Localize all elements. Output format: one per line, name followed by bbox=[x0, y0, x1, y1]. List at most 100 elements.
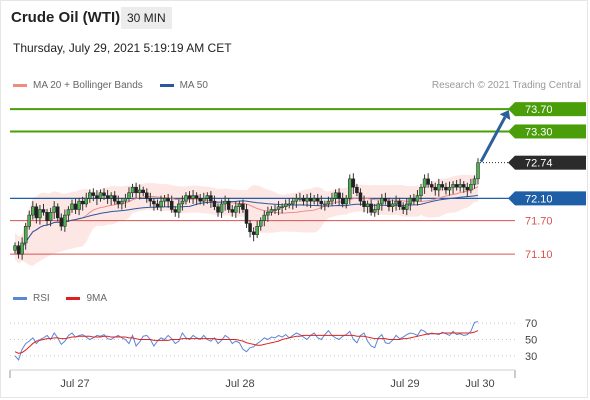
candle bbox=[244, 209, 249, 224]
candle bbox=[148, 198, 153, 202]
candle bbox=[112, 195, 117, 202]
ma20-swatch bbox=[13, 83, 27, 87]
interval-button[interactable]: 30 MIN bbox=[121, 7, 172, 29]
candle bbox=[340, 198, 345, 205]
candle bbox=[451, 184, 455, 188]
candle bbox=[116, 200, 121, 205]
level-box-pivot bbox=[515, 191, 586, 206]
candle bbox=[52, 206, 56, 213]
rsi-line bbox=[14, 321, 479, 361]
candle bbox=[102, 192, 106, 196]
candle bbox=[326, 200, 331, 205]
candle bbox=[88, 192, 92, 199]
candle bbox=[237, 203, 242, 207]
candle bbox=[141, 189, 145, 194]
candle bbox=[390, 203, 395, 207]
candle bbox=[127, 192, 131, 199]
level-box-tip bbox=[508, 124, 515, 139]
candle bbox=[298, 198, 302, 200]
candle bbox=[444, 186, 448, 191]
candle bbox=[109, 195, 113, 199]
candle bbox=[333, 192, 338, 199]
candle bbox=[27, 214, 31, 227]
candle bbox=[248, 223, 252, 233]
candle bbox=[312, 198, 316, 202]
candle bbox=[251, 231, 256, 235]
candle bbox=[462, 184, 466, 188]
candle bbox=[209, 195, 213, 202]
copyright-text: Research © 2021 Trading Central bbox=[431, 80, 581, 91]
candle bbox=[48, 212, 53, 221]
candle bbox=[426, 178, 430, 185]
candle bbox=[287, 203, 291, 206]
x-tick-label: Jul 28 bbox=[225, 378, 254, 390]
candle bbox=[323, 203, 327, 206]
candle bbox=[476, 162, 480, 180]
candle bbox=[372, 209, 377, 213]
candle bbox=[95, 195, 99, 199]
candle bbox=[362, 200, 366, 207]
candle bbox=[273, 209, 277, 211]
candles bbox=[13, 158, 480, 260]
candle bbox=[66, 209, 71, 216]
ma50-swatch bbox=[159, 83, 174, 87]
candle bbox=[166, 198, 170, 202]
level-label: 73.70 bbox=[525, 104, 553, 116]
candle bbox=[105, 195, 110, 199]
candle bbox=[255, 225, 259, 235]
rsi-swatch bbox=[13, 296, 27, 300]
level-box-tip bbox=[508, 191, 515, 206]
legend-rsi: RSI bbox=[13, 293, 50, 304]
candle bbox=[226, 200, 231, 210]
candle bbox=[344, 198, 348, 205]
x-tick-label: Jul 29 bbox=[390, 378, 419, 390]
candle bbox=[369, 203, 373, 213]
candle bbox=[198, 198, 202, 202]
candle bbox=[308, 198, 313, 202]
candle bbox=[294, 198, 299, 202]
candle bbox=[401, 206, 405, 210]
candle bbox=[380, 198, 384, 205]
candle bbox=[173, 209, 178, 213]
candle bbox=[202, 198, 206, 202]
candle bbox=[223, 200, 227, 205]
candle bbox=[80, 200, 85, 205]
legend-rsi-ma-label: 9MA bbox=[86, 293, 108, 304]
level-label: 72.10 bbox=[525, 193, 553, 205]
level-box-resistance bbox=[515, 102, 586, 117]
level-box-tip bbox=[508, 155, 515, 170]
candle bbox=[23, 225, 28, 244]
candle bbox=[120, 200, 124, 205]
candle bbox=[276, 206, 281, 210]
candle bbox=[187, 195, 192, 199]
candle bbox=[469, 184, 473, 191]
candle bbox=[73, 203, 78, 210]
candle bbox=[465, 186, 470, 191]
candle bbox=[77, 200, 81, 210]
candle bbox=[194, 195, 199, 199]
candle bbox=[55, 206, 60, 219]
candle bbox=[376, 203, 381, 210]
candle bbox=[454, 184, 459, 188]
legend-rsi-ma: 9MA bbox=[66, 293, 107, 304]
candle bbox=[31, 206, 35, 216]
price-legend: MA 20 + Bollinger Bands MA 50 bbox=[13, 80, 222, 91]
level-label: 71.70 bbox=[525, 216, 553, 228]
candle bbox=[422, 178, 427, 188]
candle bbox=[155, 203, 160, 207]
candle bbox=[41, 209, 46, 213]
candle bbox=[330, 198, 334, 202]
candle bbox=[180, 200, 185, 205]
level-label: 72.74 bbox=[525, 158, 553, 170]
legend-ma50: MA 50 bbox=[159, 80, 208, 91]
candle bbox=[433, 186, 438, 191]
candle bbox=[152, 200, 156, 205]
candle bbox=[408, 198, 413, 205]
candle bbox=[145, 192, 149, 199]
candle bbox=[34, 206, 39, 219]
candle bbox=[419, 186, 423, 196]
candle bbox=[358, 192, 363, 202]
candle bbox=[134, 186, 138, 194]
candle bbox=[266, 212, 270, 216]
legend-rsi-label: RSI bbox=[33, 293, 50, 304]
